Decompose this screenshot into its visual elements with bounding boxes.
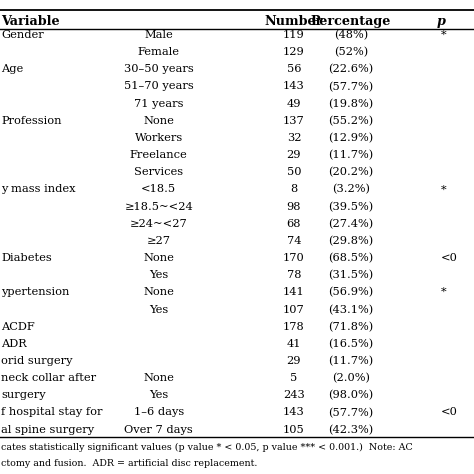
Text: (56.9%): (56.9%) bbox=[328, 287, 374, 298]
Text: 56: 56 bbox=[287, 64, 301, 74]
Text: y mass index: y mass index bbox=[1, 184, 75, 194]
Text: Diabetes: Diabetes bbox=[1, 253, 52, 263]
Text: <18.5: <18.5 bbox=[141, 184, 176, 194]
Text: 41: 41 bbox=[287, 339, 301, 349]
Text: 74: 74 bbox=[287, 236, 301, 246]
Text: 141: 141 bbox=[283, 287, 305, 297]
Text: *: * bbox=[441, 184, 447, 194]
Text: 98: 98 bbox=[287, 201, 301, 211]
Text: *: * bbox=[441, 287, 447, 297]
Text: ≥27: ≥27 bbox=[147, 236, 171, 246]
Text: Male: Male bbox=[145, 30, 173, 40]
Text: (19.8%): (19.8%) bbox=[328, 99, 374, 109]
Text: Over 7 days: Over 7 days bbox=[124, 425, 193, 435]
Text: (29.8%): (29.8%) bbox=[328, 236, 374, 246]
Text: None: None bbox=[143, 253, 174, 263]
Text: (57.7%): (57.7%) bbox=[328, 82, 374, 92]
Text: orid surgery: orid surgery bbox=[1, 356, 73, 366]
Text: 29: 29 bbox=[287, 356, 301, 366]
Text: Profession: Profession bbox=[1, 116, 62, 126]
Text: 29: 29 bbox=[287, 150, 301, 160]
Text: (43.1%): (43.1%) bbox=[328, 304, 374, 315]
Text: (16.5%): (16.5%) bbox=[328, 339, 374, 349]
Text: (48%): (48%) bbox=[334, 30, 368, 40]
Text: <0: <0 bbox=[441, 253, 458, 263]
Text: Gender: Gender bbox=[1, 30, 44, 40]
Text: Freelance: Freelance bbox=[130, 150, 188, 160]
Text: cates statistically significant values (p value * < 0.05, p value *** < 0.001.) : cates statistically significant values (… bbox=[1, 443, 413, 452]
Text: Percentage: Percentage bbox=[310, 15, 391, 28]
Text: *: * bbox=[441, 30, 447, 40]
Text: (22.6%): (22.6%) bbox=[328, 64, 374, 74]
Text: None: None bbox=[143, 287, 174, 297]
Text: Female: Female bbox=[138, 47, 180, 57]
Text: (31.5%): (31.5%) bbox=[328, 270, 374, 281]
Text: (11.7%): (11.7%) bbox=[328, 150, 374, 160]
Text: ≥18.5~<24: ≥18.5~<24 bbox=[124, 201, 193, 211]
Text: (27.4%): (27.4%) bbox=[328, 219, 374, 229]
Text: Variable: Variable bbox=[1, 15, 60, 28]
Text: 170: 170 bbox=[283, 253, 305, 263]
Text: (2.0%): (2.0%) bbox=[332, 373, 370, 383]
Text: 50: 50 bbox=[287, 167, 301, 177]
Text: Yes: Yes bbox=[149, 304, 168, 315]
Text: 137: 137 bbox=[283, 116, 305, 126]
Text: 107: 107 bbox=[283, 304, 305, 315]
Text: None: None bbox=[143, 373, 174, 383]
Text: 105: 105 bbox=[283, 425, 305, 435]
Text: Yes: Yes bbox=[149, 390, 168, 401]
Text: (71.8%): (71.8%) bbox=[328, 322, 374, 332]
Text: 119: 119 bbox=[283, 30, 305, 40]
Text: (39.5%): (39.5%) bbox=[328, 201, 374, 212]
Text: (98.0%): (98.0%) bbox=[328, 390, 374, 401]
Text: 32: 32 bbox=[287, 133, 301, 143]
Text: (3.2%): (3.2%) bbox=[332, 184, 370, 195]
Text: 143: 143 bbox=[283, 82, 305, 91]
Text: ACDF: ACDF bbox=[1, 322, 35, 332]
Text: Yes: Yes bbox=[149, 270, 168, 280]
Text: 49: 49 bbox=[287, 99, 301, 109]
Text: p: p bbox=[437, 15, 445, 28]
Text: 243: 243 bbox=[283, 390, 305, 401]
Text: al spine surgery: al spine surgery bbox=[1, 425, 94, 435]
Text: 129: 129 bbox=[283, 47, 305, 57]
Text: ≥24~<27: ≥24~<27 bbox=[130, 219, 188, 229]
Text: 30–50 years: 30–50 years bbox=[124, 64, 194, 74]
Text: 71 years: 71 years bbox=[134, 99, 183, 109]
Text: ADR: ADR bbox=[1, 339, 27, 349]
Text: (12.9%): (12.9%) bbox=[328, 133, 374, 143]
Text: 178: 178 bbox=[283, 322, 305, 332]
Text: 5: 5 bbox=[290, 373, 298, 383]
Text: 68: 68 bbox=[287, 219, 301, 229]
Text: 8: 8 bbox=[290, 184, 298, 194]
Text: 78: 78 bbox=[287, 270, 301, 280]
Text: Number: Number bbox=[264, 15, 323, 28]
Text: (68.5%): (68.5%) bbox=[328, 253, 374, 264]
Text: (11.7%): (11.7%) bbox=[328, 356, 374, 366]
Text: ctomy and fusion.  ADR = artificial disc replacement.: ctomy and fusion. ADR = artificial disc … bbox=[1, 459, 257, 468]
Text: Workers: Workers bbox=[135, 133, 183, 143]
Text: (55.2%): (55.2%) bbox=[328, 116, 374, 126]
Text: Age: Age bbox=[1, 64, 23, 74]
Text: surgery: surgery bbox=[1, 390, 46, 401]
Text: <0: <0 bbox=[441, 408, 458, 418]
Text: ypertension: ypertension bbox=[1, 287, 69, 297]
Text: (52%): (52%) bbox=[334, 47, 368, 57]
Text: Services: Services bbox=[134, 167, 183, 177]
Text: 1–6 days: 1–6 days bbox=[134, 408, 184, 418]
Text: f hospital stay for: f hospital stay for bbox=[1, 408, 102, 418]
Text: 143: 143 bbox=[283, 408, 305, 418]
Text: (42.3%): (42.3%) bbox=[328, 425, 374, 435]
Text: neck collar after: neck collar after bbox=[1, 373, 96, 383]
Text: (57.7%): (57.7%) bbox=[328, 408, 374, 418]
Text: None: None bbox=[143, 116, 174, 126]
Text: 51–70 years: 51–70 years bbox=[124, 82, 194, 91]
Text: (20.2%): (20.2%) bbox=[328, 167, 374, 178]
